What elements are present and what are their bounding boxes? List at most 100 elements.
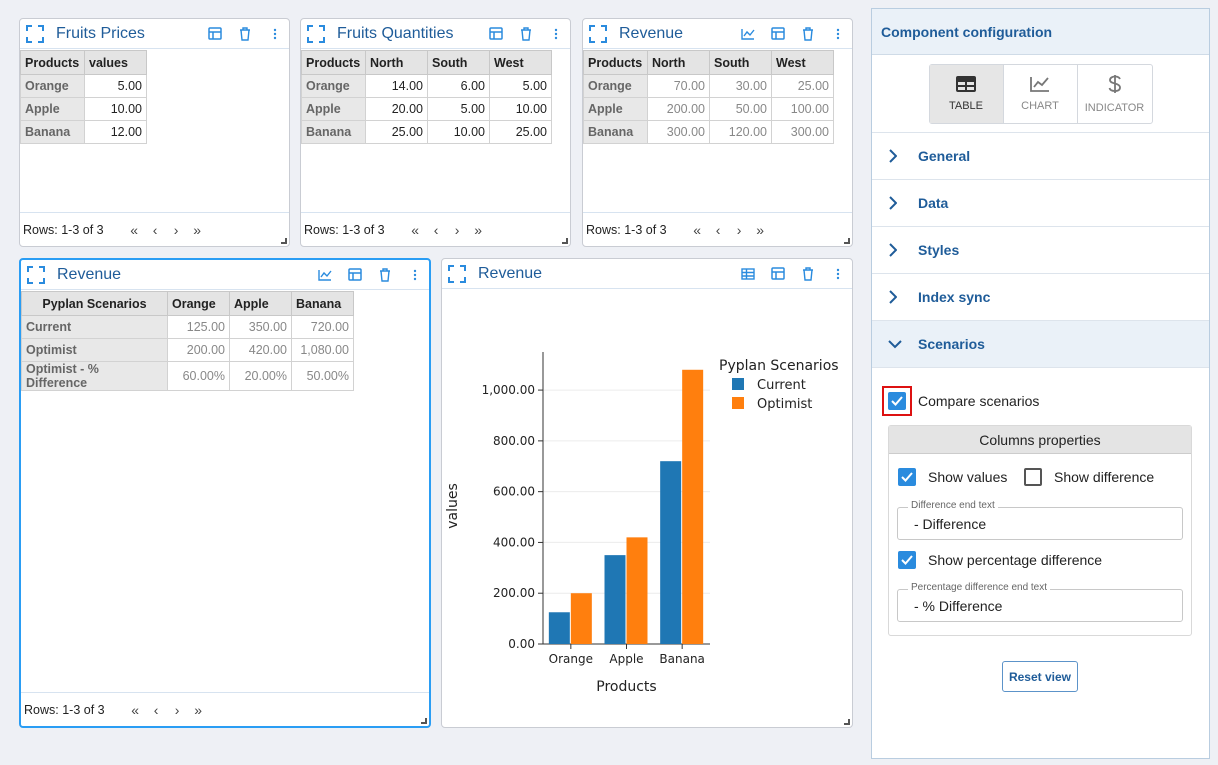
view-chart-button[interactable]: CHART	[1004, 64, 1078, 123]
column-header[interactable]: North	[647, 50, 710, 75]
show-values-checkbox[interactable]	[898, 468, 916, 486]
table-cell[interactable]: 350.00	[229, 315, 292, 339]
column-header[interactable]: Products	[301, 50, 366, 75]
table-cell[interactable]: 20.00%	[229, 361, 292, 391]
table-cell[interactable]: 12.00	[84, 120, 147, 144]
compare-scenarios-checkbox[interactable]	[888, 392, 906, 410]
last-page-icon[interactable]: »	[756, 221, 764, 238]
more-icon[interactable]	[548, 26, 564, 42]
column-header[interactable]: South	[709, 50, 772, 75]
last-page-icon[interactable]: »	[193, 221, 201, 238]
section-data[interactable]: Data	[872, 180, 1209, 227]
table-settings-icon[interactable]	[770, 26, 786, 42]
column-header[interactable]: Banana	[291, 291, 354, 316]
table-cell[interactable]: 125.00	[167, 315, 230, 339]
prev-page-icon[interactable]: ‹	[433, 221, 439, 238]
row-header-cell[interactable]: Orange	[301, 74, 366, 98]
first-page-icon[interactable]: «	[693, 221, 701, 238]
table-cell[interactable]: 25.00	[365, 120, 428, 144]
table-cell[interactable]: 30.00	[709, 74, 772, 98]
trash-icon[interactable]	[377, 267, 393, 283]
resize-handle[interactable]	[562, 238, 568, 244]
table-cell[interactable]: 70.00	[647, 74, 710, 98]
table-cell[interactable]: 200.00	[167, 338, 230, 362]
first-page-icon[interactable]: «	[411, 221, 419, 238]
table-cell[interactable]: 300.00	[771, 120, 834, 144]
table-settings-icon[interactable]	[347, 267, 363, 283]
resize-handle[interactable]	[844, 719, 850, 725]
expand-icon[interactable]	[587, 23, 609, 45]
table-cell[interactable]: 14.00	[365, 74, 428, 98]
table-settings-icon[interactable]	[207, 26, 223, 42]
column-header[interactable]: Orange	[167, 291, 230, 316]
table-cell[interactable]: 200.00	[647, 97, 710, 121]
widget-revenue-scenarios[interactable]: Revenue Pyplan Scenarios Orange Apple Banan…	[19, 258, 431, 728]
table-cell[interactable]: 420.00	[229, 338, 292, 362]
resize-handle[interactable]	[281, 238, 287, 244]
first-page-icon[interactable]: «	[130, 221, 138, 238]
column-header[interactable]: Products	[20, 50, 85, 75]
trash-icon[interactable]	[237, 26, 253, 42]
section-general[interactable]: General	[872, 133, 1209, 180]
column-header[interactable]: Products	[583, 50, 648, 75]
expand-icon[interactable]	[24, 23, 46, 45]
row-header-cell[interactable]: Orange	[583, 74, 648, 98]
table-cell[interactable]: 5.00	[489, 74, 552, 98]
trash-icon[interactable]	[800, 26, 816, 42]
first-page-icon[interactable]: «	[131, 701, 139, 718]
table-cell[interactable]: 25.00	[771, 74, 834, 98]
last-page-icon[interactable]: »	[474, 221, 482, 238]
row-header-cell[interactable]: Optimist	[21, 338, 168, 362]
resize-handle[interactable]	[844, 238, 850, 244]
more-icon[interactable]	[407, 267, 423, 283]
table-settings-icon[interactable]	[770, 266, 786, 282]
table-cell[interactable]: 50.00%	[291, 361, 354, 391]
table-cell[interactable]: 5.00	[427, 97, 490, 121]
table-cell[interactable]: 10.00	[427, 120, 490, 144]
last-page-icon[interactable]: »	[194, 701, 202, 718]
next-page-icon[interactable]: ›	[174, 701, 180, 718]
table-cell[interactable]: 10.00	[489, 97, 552, 121]
column-header[interactable]: Apple	[229, 291, 292, 316]
column-header[interactable]: West	[489, 50, 552, 75]
more-icon[interactable]	[830, 26, 846, 42]
table-cell[interactable]: 25.00	[489, 120, 552, 144]
prev-page-icon[interactable]: ‹	[715, 221, 721, 238]
more-icon[interactable]	[267, 26, 283, 42]
next-page-icon[interactable]: ›	[736, 221, 742, 238]
section-index-sync[interactable]: Index sync	[872, 274, 1209, 321]
table-cell[interactable]: 10.00	[84, 97, 147, 121]
table-cell[interactable]: 20.00	[365, 97, 428, 121]
table-settings-icon[interactable]	[488, 26, 504, 42]
row-header-cell[interactable]: Apple	[20, 97, 85, 121]
view-table-button[interactable]: TABLE	[929, 64, 1004, 123]
table-cell[interactable]: 5.00	[84, 74, 147, 98]
section-styles[interactable]: Styles	[872, 227, 1209, 274]
row-header-cell[interactable]: Banana	[301, 120, 366, 144]
show-difference-checkbox[interactable]	[1024, 468, 1042, 486]
row-header-cell[interactable]: Banana	[20, 120, 85, 144]
expand-icon[interactable]	[305, 23, 327, 45]
trash-icon[interactable]	[518, 26, 534, 42]
next-page-icon[interactable]: ›	[173, 221, 179, 238]
row-header-cell[interactable]: Orange	[20, 74, 85, 98]
column-header[interactable]: North	[365, 50, 428, 75]
resize-handle[interactable]	[421, 718, 427, 724]
section-scenarios[interactable]: Scenarios	[872, 321, 1209, 368]
prev-page-icon[interactable]: ‹	[153, 701, 159, 718]
table-cell[interactable]: 120.00	[709, 120, 772, 144]
row-header-cell[interactable]: Banana	[583, 120, 648, 144]
expand-icon[interactable]	[446, 263, 468, 285]
table-cell[interactable]: 50.00	[709, 97, 772, 121]
chart-icon[interactable]	[740, 26, 756, 42]
row-header-cell[interactable]: Current	[21, 315, 168, 339]
trash-icon[interactable]	[800, 266, 816, 282]
view-indicator-button[interactable]: INDICATOR	[1078, 65, 1152, 123]
next-page-icon[interactable]: ›	[454, 221, 460, 238]
percentage-end-text-field[interactable]: Percentage difference end text - % Diffe…	[897, 582, 1183, 622]
column-header[interactable]: West	[771, 50, 834, 75]
table-cell[interactable]: 300.00	[647, 120, 710, 144]
column-header[interactable]: values	[84, 50, 147, 75]
prev-page-icon[interactable]: ‹	[152, 221, 158, 238]
table-cell[interactable]: 100.00	[771, 97, 834, 121]
